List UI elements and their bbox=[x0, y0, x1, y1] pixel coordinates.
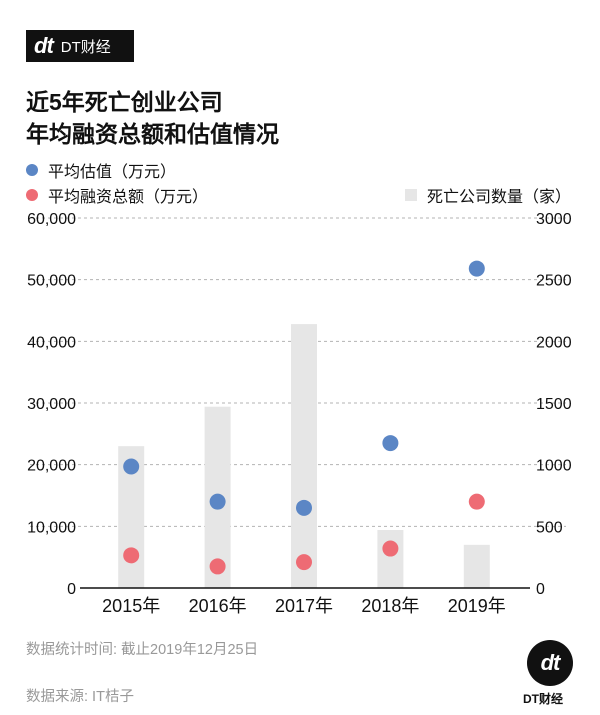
brand-logo: dt DT财经 bbox=[26, 30, 134, 62]
y-right-tick-label: 2000 bbox=[536, 334, 572, 351]
chart-title-line-1: 近5年死亡创业公司 bbox=[26, 89, 223, 115]
bar-deaths bbox=[291, 324, 317, 588]
brand-badge-caption: DT财经 bbox=[523, 692, 563, 706]
bar-deaths bbox=[377, 530, 404, 588]
y-right-tick-label: 1000 bbox=[536, 458, 572, 475]
y-right-tick-label: 500 bbox=[536, 519, 563, 536]
x-tick-label: 2016年 bbox=[189, 596, 247, 616]
chart-title: 近5年死亡创业公司 年均融资总额和估值情况 bbox=[26, 86, 279, 150]
legend-item-funding: 平均融资总额（万元） bbox=[26, 183, 208, 207]
bar-deaths bbox=[463, 544, 490, 588]
bar-layer bbox=[118, 324, 490, 588]
point-funding bbox=[123, 547, 140, 564]
chart-title-line-2: 年均融资总额和估值情况 bbox=[26, 121, 279, 147]
point-funding bbox=[209, 558, 226, 575]
legend-item-valuation: 平均估值（万元） bbox=[26, 158, 176, 182]
legend-label-funding: 平均融资总额（万元） bbox=[48, 189, 209, 206]
y-right-tick-label: 3000 bbox=[536, 211, 572, 228]
point-funding bbox=[296, 554, 312, 571]
point-valuation bbox=[296, 499, 312, 516]
legend-swatch-valuation bbox=[26, 164, 38, 176]
brand-badge: dt bbox=[527, 640, 573, 686]
grid-layer bbox=[30, 217, 566, 527]
legend-label-deaths: 死亡公司数量（家） bbox=[427, 189, 572, 206]
point-valuation bbox=[123, 458, 140, 475]
axis-layer: 0 0 10,000 500 20,000 1000 30,000 1500 40,000 200… bbox=[27, 211, 572, 616]
y-left-tick-label: 0 bbox=[67, 581, 76, 598]
x-tick-label: 2015年 bbox=[102, 596, 160, 616]
point-valuation bbox=[209, 493, 226, 510]
brand-logo-mark: dt bbox=[34, 33, 54, 58]
y-left-tick-label: 40,000 bbox=[27, 334, 76, 351]
y-left-tick-label: 60,000 bbox=[27, 211, 76, 228]
point-funding bbox=[468, 493, 485, 510]
point-funding bbox=[382, 540, 399, 557]
legend-label-valuation: 平均估值（万元） bbox=[48, 164, 177, 181]
y-left-tick-label: 50,000 bbox=[27, 273, 76, 290]
legend-item-deaths: 死亡公司数量（家） bbox=[405, 183, 571, 207]
point-valuation bbox=[468, 260, 485, 277]
brand-badge-mark: dt bbox=[540, 650, 561, 675]
x-tick-label: 2017年 bbox=[275, 596, 333, 616]
brand-logo-text: DT财经 bbox=[60, 38, 111, 56]
y-right-tick-label: 2500 bbox=[536, 273, 572, 290]
legend-swatch-funding bbox=[26, 189, 38, 201]
y-left-tick-label: 10,000 bbox=[27, 519, 76, 536]
footnote-stat-time: 数据统计时间: 截止2019年12月25日 bbox=[26, 642, 259, 658]
y-left-tick-label: 20,000 bbox=[27, 458, 76, 475]
point-valuation bbox=[382, 435, 399, 452]
y-right-tick-label: 0 bbox=[536, 581, 545, 598]
x-tick-label: 2018年 bbox=[361, 596, 419, 616]
x-tick-label: 2019年 bbox=[448, 596, 506, 616]
legend-swatch-deaths bbox=[405, 189, 417, 201]
footnote-source: 数据来源: IT桔子 bbox=[26, 689, 134, 705]
y-right-tick-label: 1500 bbox=[536, 396, 572, 413]
y-left-tick-label: 30,000 bbox=[27, 396, 76, 413]
point-layer bbox=[123, 260, 485, 575]
